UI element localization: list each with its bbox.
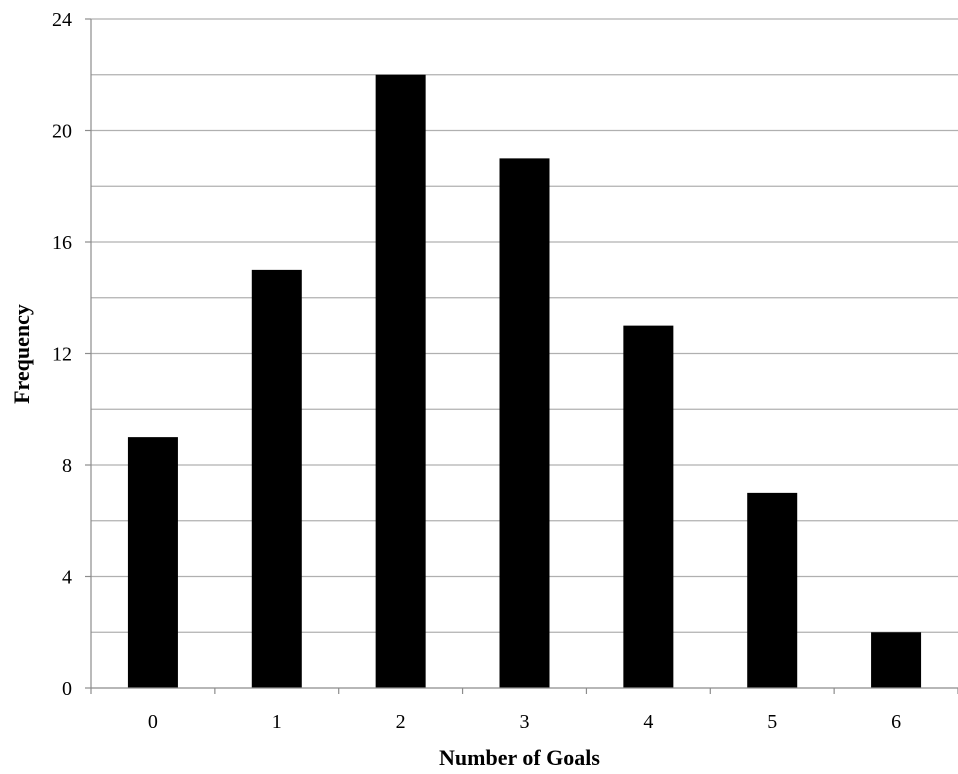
x-axis-title: Number of Goals bbox=[439, 745, 600, 770]
bar-5 bbox=[747, 493, 797, 688]
y-tick-label: 4 bbox=[62, 567, 72, 589]
x-tick-label: 0 bbox=[148, 711, 158, 733]
bar-2 bbox=[376, 75, 426, 688]
x-tick-label: 6 bbox=[891, 711, 901, 733]
y-tick-label: 24 bbox=[52, 9, 72, 31]
y-tick-label: 20 bbox=[52, 121, 72, 143]
bar-1 bbox=[252, 270, 302, 688]
x-tick-label: 5 bbox=[767, 711, 777, 733]
y-tick-label: 12 bbox=[52, 344, 72, 366]
bar-4 bbox=[623, 326, 673, 688]
y-tick-labels: 0 4 8 12 16 20 24 bbox=[52, 9, 91, 700]
y-tick-label: 0 bbox=[62, 678, 72, 700]
x-tick-labels: 0 1 2 3 4 5 6 bbox=[91, 688, 958, 733]
bar-3 bbox=[500, 158, 550, 688]
y-tick-label: 8 bbox=[62, 455, 72, 477]
x-tick-label: 2 bbox=[396, 711, 406, 733]
y-axis-title: Frequency bbox=[9, 304, 34, 404]
x-tick-label: 1 bbox=[272, 711, 282, 733]
bars bbox=[128, 75, 921, 688]
y-tick-label: 16 bbox=[52, 232, 72, 254]
bar-6 bbox=[871, 632, 921, 688]
bar-0 bbox=[128, 437, 178, 688]
x-tick-label: 4 bbox=[643, 711, 653, 733]
x-tick-label: 3 bbox=[520, 711, 530, 733]
